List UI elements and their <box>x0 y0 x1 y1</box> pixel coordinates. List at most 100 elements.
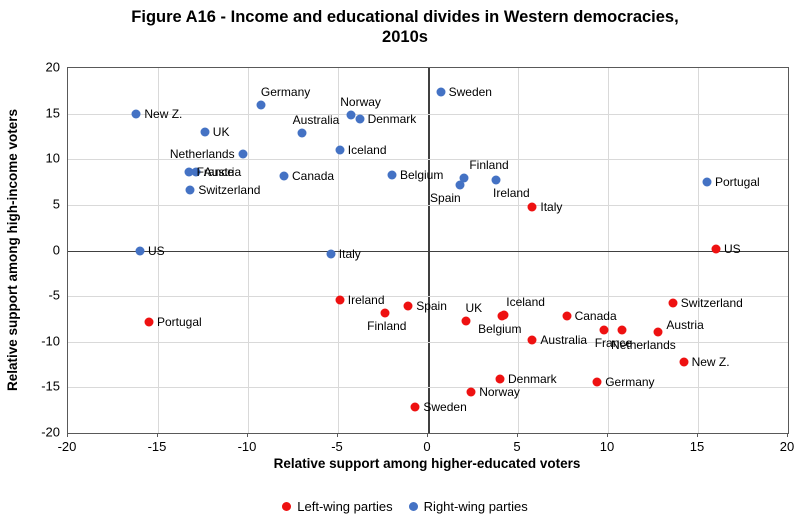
x-axis-title: Relative support among higher-educated v… <box>273 456 581 471</box>
data-point-left-wing-parties-australia <box>527 335 537 345</box>
data-label-left-wing-parties-switzerland: Switzerland <box>680 296 743 311</box>
data-point-left-wing-parties-new-z <box>679 357 689 367</box>
data-label-left-wing-parties-ireland: Ireland <box>347 292 385 307</box>
x-tick-mark <box>67 433 68 437</box>
data-label-right-wing-parties-germany: Germany <box>260 85 311 100</box>
chart-title: Figure A16 - Income and educational divi… <box>0 7 810 47</box>
data-point-left-wing-parties-denmark <box>495 374 505 384</box>
horizontal-gridline <box>68 296 788 298</box>
horizontal-gridline <box>68 159 788 161</box>
data-label-left-wing-parties-netherlands: Netherlands <box>611 337 676 352</box>
data-label-right-wing-parties-france: France <box>196 165 234 180</box>
y-axis-title: Relative support among high-income voter… <box>5 108 20 391</box>
x-tick-label: 0 <box>423 439 431 454</box>
horizontal-gridline <box>68 387 788 389</box>
data-point-left-wing-parties-switzerland <box>668 298 678 308</box>
data-label-right-wing-parties-denmark: Denmark <box>367 112 417 127</box>
data-label-right-wing-parties-finland: Finland <box>469 158 509 173</box>
data-label-right-wing-parties-belgium: Belgium <box>400 167 444 182</box>
data-label-left-wing-parties-germany: Germany <box>605 374 655 389</box>
data-point-left-wing-parties-spain <box>403 301 413 311</box>
data-label-right-wing-parties-us: US <box>148 244 165 259</box>
x-tick-mark <box>337 433 338 437</box>
y-tick-label: -15 <box>41 378 60 394</box>
x-tick-label: -5 <box>331 439 343 454</box>
x-tick-label: 5 <box>513 439 521 454</box>
data-point-left-wing-parties-ireland <box>335 295 345 305</box>
chart-title-line2: 2010s <box>382 28 428 46</box>
data-label-left-wing-parties-norway: Norway <box>479 384 520 399</box>
data-label-left-wing-parties-austria: Austria <box>666 317 704 332</box>
data-point-right-wing-parties-belgium <box>387 170 397 180</box>
legend: Left-wing parties Right-wing parties <box>0 499 810 514</box>
data-point-left-wing-parties-norway <box>466 387 476 397</box>
data-point-right-wing-parties-netherlands <box>238 149 248 159</box>
data-label-left-wing-parties-new-z: New Z. <box>691 354 730 369</box>
data-label-left-wing-parties-france: France <box>594 335 633 350</box>
data-point-left-wing-parties-finland <box>380 308 390 318</box>
data-point-right-wing-parties-switzerland <box>185 185 195 195</box>
data-point-left-wing-parties-portugal <box>144 317 154 327</box>
y-tick-label: 20 <box>45 59 60 75</box>
data-point-left-wing-parties-canada <box>562 311 572 321</box>
data-label-left-wing-parties-uk: UK <box>465 300 483 315</box>
data-label-right-wing-parties-uk: UK <box>212 124 230 139</box>
data-point-right-wing-parties-ireland <box>491 175 501 185</box>
data-point-right-wing-parties-austria <box>191 167 201 177</box>
x-tick-mark <box>787 433 788 437</box>
legend-item-right-wing: Right-wing parties <box>408 499 528 514</box>
data-point-right-wing-parties-germany <box>256 100 266 110</box>
y-tick-label: 15 <box>45 105 60 121</box>
x-tick-mark <box>517 433 518 437</box>
data-point-right-wing-parties-new-z <box>131 109 141 119</box>
data-label-left-wing-parties-canada: Canada <box>574 309 617 324</box>
legend-item-left-wing: Left-wing parties <box>282 499 393 514</box>
right-wing-marker-icon <box>408 502 418 511</box>
x-tick-label: -15 <box>147 439 167 454</box>
data-label-right-wing-parties-sweden: Sweden <box>448 84 492 99</box>
data-label-left-wing-parties-denmark: Denmark <box>508 372 557 387</box>
data-point-right-wing-parties-australia <box>297 128 307 138</box>
x-tick-mark <box>247 433 248 437</box>
data-point-right-wing-parties-us <box>135 246 145 256</box>
y-zero-line <box>68 250 788 252</box>
x-tick-label: 15 <box>689 439 705 454</box>
data-label-right-wing-parties-ireland: Ireland <box>493 186 530 201</box>
data-point-left-wing-parties-uk <box>461 316 471 326</box>
data-label-right-wing-parties-switzerland: Switzerland <box>198 183 261 198</box>
data-label-right-wing-parties-new-z: New Z. <box>144 106 183 121</box>
y-tick-label: 5 <box>52 196 60 212</box>
horizontal-gridline <box>68 113 788 115</box>
data-label-right-wing-parties-canada: Canada <box>292 168 335 183</box>
data-label-left-wing-parties-iceland: Iceland <box>506 295 545 310</box>
data-point-right-wing-parties-spain <box>455 180 465 190</box>
data-label-left-wing-parties-italy: Italy <box>540 199 563 214</box>
data-label-left-wing-parties-us: US <box>724 241 741 256</box>
y-tick-label: 10 <box>45 150 60 166</box>
data-point-right-wing-parties-portugal <box>702 177 712 187</box>
x-tick-label: 20 <box>779 439 795 454</box>
data-label-left-wing-parties-sweden: Sweden <box>423 399 467 414</box>
x-tick-mark <box>427 433 428 437</box>
data-point-left-wing-parties-italy <box>527 202 537 212</box>
data-label-right-wing-parties-austria: Austria <box>203 165 242 180</box>
y-tick-label: -10 <box>41 333 60 349</box>
data-point-left-wing-parties-germany <box>592 377 602 387</box>
data-label-right-wing-parties-spain: Spain <box>430 190 461 205</box>
data-label-left-wing-parties-finland: Finland <box>367 318 407 333</box>
data-label-right-wing-parties-australia: Australia <box>292 112 340 127</box>
y-tick-label: -20 <box>41 424 60 440</box>
x-tick-mark <box>697 433 698 437</box>
data-label-left-wing-parties-australia: Australia <box>540 332 588 347</box>
data-label-right-wing-parties-italy: Italy <box>338 247 361 262</box>
data-point-right-wing-parties-iceland <box>335 145 345 155</box>
data-point-left-wing-parties-sweden <box>410 402 420 412</box>
data-point-left-wing-parties-belgium <box>497 311 507 321</box>
data-label-right-wing-parties-netherlands: Netherlands <box>169 146 235 161</box>
data-point-left-wing-parties-france <box>599 325 609 335</box>
y-tick-label: -5 <box>48 287 60 303</box>
data-point-right-wing-parties-finland <box>459 173 469 183</box>
data-point-right-wing-parties-sweden <box>436 87 446 97</box>
data-point-right-wing-parties-denmark <box>355 114 365 124</box>
